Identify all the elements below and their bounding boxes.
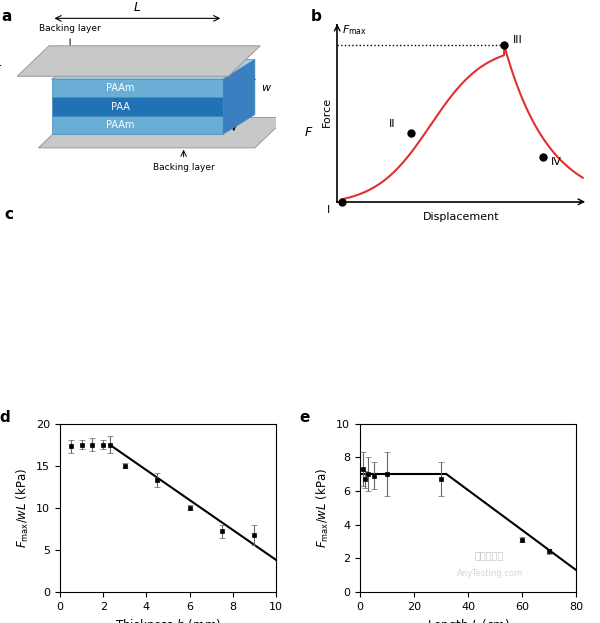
Text: PAA: PAA [111,102,130,112]
Text: II: II [389,120,395,130]
Text: $F$: $F$ [0,64,3,77]
Text: $L$: $L$ [133,1,142,14]
Text: PAAm: PAAm [106,120,134,130]
Text: Backing layer: Backing layer [39,24,101,33]
Bar [52,79,223,97]
Text: a: a [1,9,12,24]
Polygon shape [17,46,260,76]
Bar [52,116,223,134]
Text: $h$: $h$ [238,100,247,113]
Y-axis label: $F_\mathrm{max}/wL$ (kPa): $F_\mathrm{max}/wL$ (kPa) [14,468,31,548]
Text: $F$: $F$ [304,126,313,139]
Text: c: c [5,207,14,222]
X-axis label: Length $L$ (cm): Length $L$ (cm) [427,617,509,623]
Text: d: d [0,410,10,425]
Text: e: e [299,410,310,425]
Text: IV: IV [551,157,562,167]
Polygon shape [223,60,255,134]
Text: AnyTesting.com: AnyTesting.com [457,569,523,578]
Bar [52,97,223,116]
Text: b: b [311,9,322,24]
Text: IV: IV [324,319,337,332]
Text: III: III [512,35,522,45]
Text: I: I [327,206,331,216]
Text: I: I [41,228,44,241]
Polygon shape [38,118,287,148]
Text: III: III [41,319,52,332]
Text: PAAm: PAAm [106,83,134,93]
Y-axis label: $F_\mathrm{max}/wL$ (kPa): $F_\mathrm{max}/wL$ (kPa) [314,468,331,548]
Text: Backing layer: Backing layer [153,163,214,171]
Polygon shape [52,60,255,79]
X-axis label: Thickness $h$ (mm): Thickness $h$ (mm) [115,617,221,623]
Text: Displacement: Displacement [423,212,500,222]
Text: II: II [324,228,331,241]
Text: Force: Force [322,97,332,127]
Text: $F_\mathrm{max}$: $F_\mathrm{max}$ [343,23,368,37]
Text: $w$: $w$ [262,83,272,93]
Text: 嘉峪检测网: 嘉峪检测网 [475,550,504,560]
